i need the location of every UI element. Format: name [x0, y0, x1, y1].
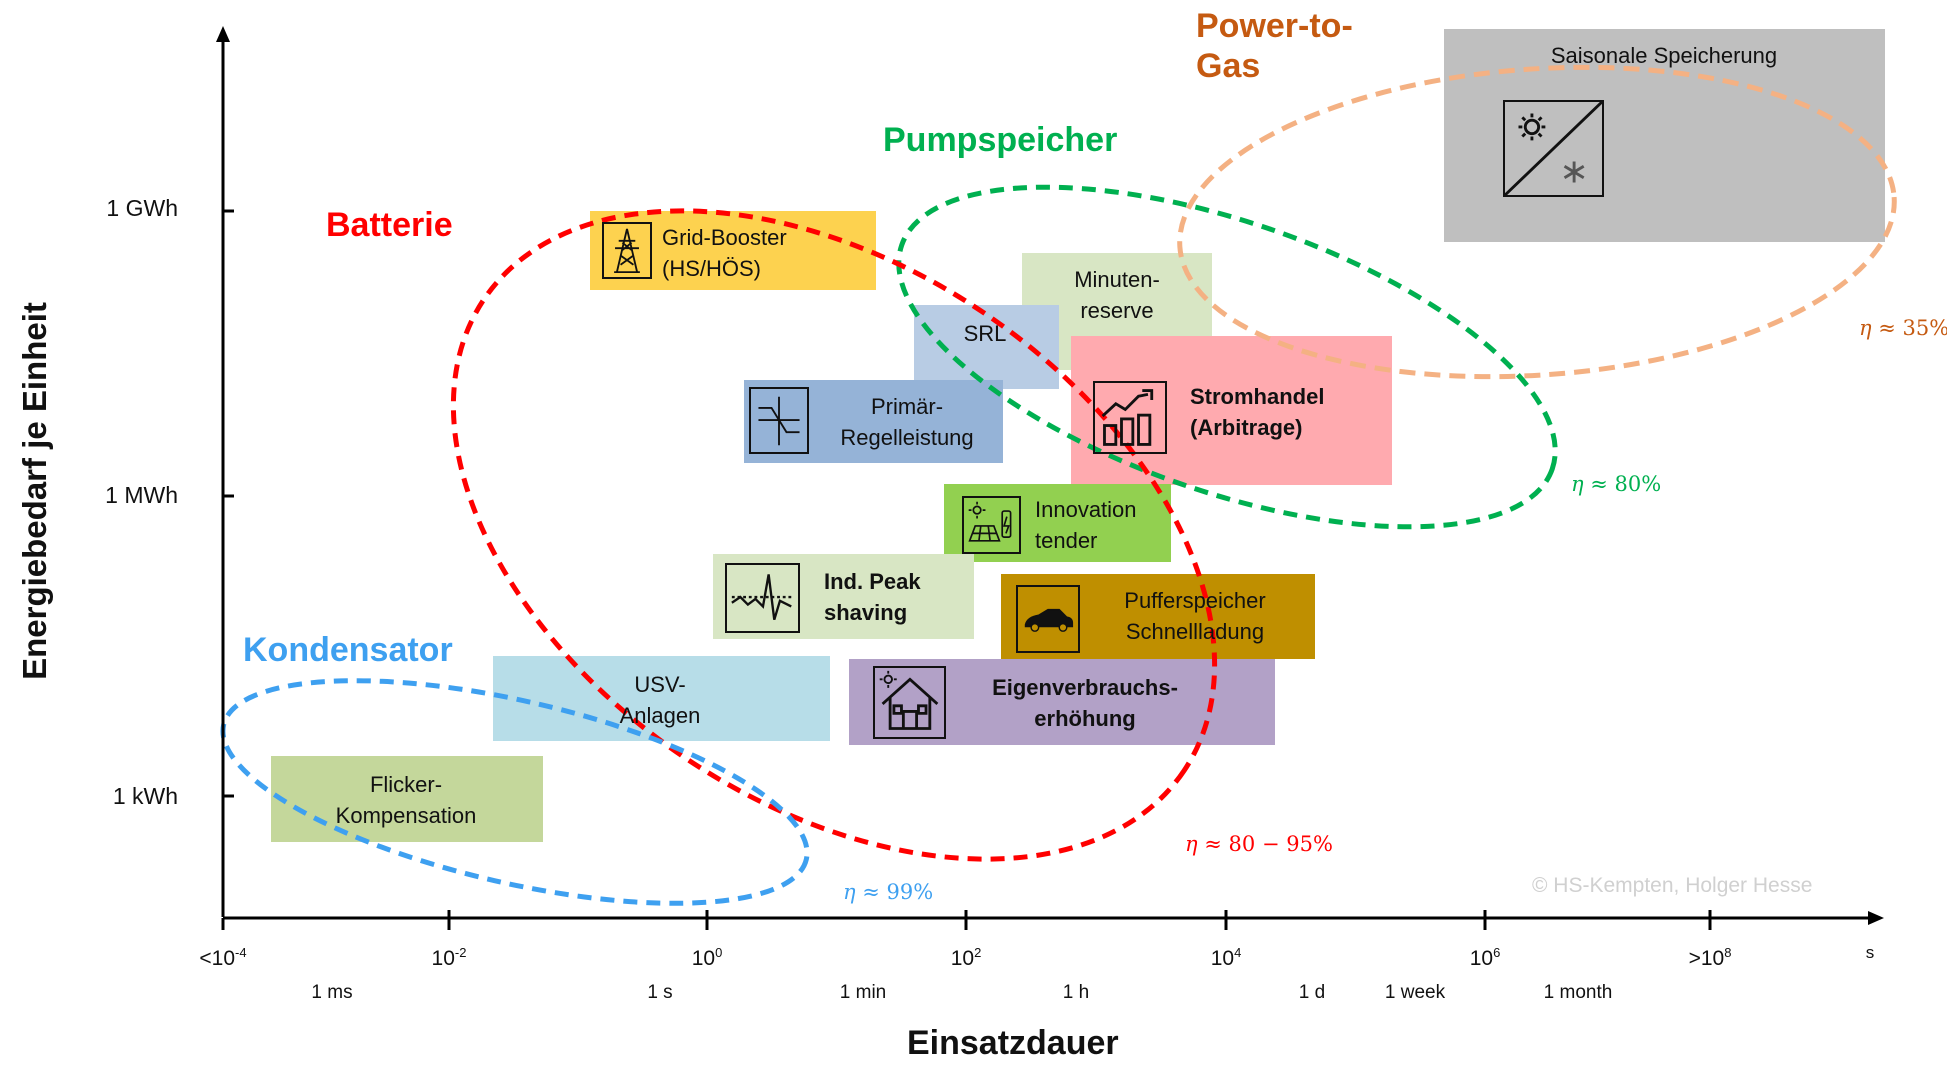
- x-axis-arrow: [1868, 911, 1884, 925]
- x-tick-label: 106: [1425, 945, 1545, 971]
- eta-symbol: η: [843, 880, 856, 904]
- tech-batterie: Batterie: [326, 206, 453, 244]
- duration-label: 1 h: [1062, 982, 1090, 1003]
- y-tick-label: 1 GWh: [106, 195, 178, 221]
- eta-power-to-gas: η ≈ 35%: [1859, 316, 1947, 340]
- eta-batterie: η ≈ 80 − 95%: [1185, 832, 1333, 856]
- y-axis-title: Energiebedarf je Einheit: [16, 302, 53, 680]
- duration-label: 1 ms: [311, 982, 353, 1003]
- x-tick-exp: 6: [1493, 945, 1501, 960]
- y-axis-arrow: [216, 26, 230, 42]
- eta-symbol: η: [1185, 832, 1198, 856]
- solar-battery-icon: [962, 496, 1021, 554]
- eta-value: ≈ 80%: [1590, 472, 1662, 496]
- pylon-icon: [602, 222, 652, 279]
- label-peak: Ind. Peak shaving: [824, 569, 921, 625]
- eta-symbol: η: [1571, 472, 1584, 496]
- chart-growth-icon: [1093, 381, 1167, 454]
- y-tick-label: 1 kWh: [112, 783, 178, 809]
- box-usv: [493, 656, 830, 741]
- x-tick-base: 10: [691, 947, 716, 970]
- duration-label: 1 week: [1384, 982, 1446, 1003]
- label-usv: USV- Anlagen: [619, 672, 701, 728]
- eta-value: ≈ 99%: [862, 880, 934, 904]
- label-innovation: Innovation tender: [1035, 497, 1137, 553]
- tech-power-to-gas: Power-to- Gas: [1196, 7, 1353, 85]
- eta-value: ≈ 35%: [1878, 316, 1947, 340]
- peak-icon: [725, 563, 800, 633]
- eta-kondensator: η ≈ 99%: [843, 880, 933, 904]
- x-unit: s: [1865, 943, 1875, 962]
- x-tick-label: <10-4: [163, 945, 283, 971]
- x-tick-base: 10: [1210, 947, 1235, 970]
- y-tick-label: 1 MWh: [105, 482, 178, 508]
- x-tick-base: >10: [1688, 947, 1725, 970]
- duration-label: 1 min: [839, 982, 887, 1003]
- x-tick-exp: 0: [715, 945, 723, 960]
- label-grid-booster: Grid-Booster (HS/HÖS): [662, 225, 787, 281]
- label-minutenreserve: Minuten- reserve: [1074, 267, 1160, 323]
- duration-label: 1 d: [1298, 982, 1326, 1003]
- x-tick-base: 10: [950, 947, 975, 970]
- x-tick-label: 100: [647, 945, 767, 971]
- x-tick-label: >108: [1650, 945, 1770, 971]
- car-icon: [1016, 585, 1080, 653]
- box-grid-booster: [590, 211, 876, 290]
- frequency-icon: [749, 387, 809, 454]
- copyright: © HS-Kempten, Holger Hesse: [1532, 874, 1813, 897]
- eta-pumpspeicher: η ≈ 80%: [1571, 472, 1661, 496]
- box-saisonal: [1444, 29, 1885, 242]
- x-tick-label: 104: [1166, 945, 1286, 971]
- house-icon: [873, 666, 946, 739]
- label-srl: SRL: [963, 321, 1007, 346]
- tech-kondensator: Kondensator: [243, 631, 453, 669]
- eta-value: ≈ 80 − 95%: [1204, 832, 1333, 856]
- label-flicker: Flicker- Kompensation: [335, 772, 477, 828]
- box-flicker: [271, 756, 543, 842]
- x-tick-label: 102: [906, 945, 1026, 971]
- label-stromhandel: Stromhandel (Arbitrage): [1190, 384, 1325, 440]
- x-tick-base: <10: [199, 947, 236, 970]
- duration-label: 1 s: [647, 982, 673, 1003]
- x-tick-base: 10: [431, 947, 455, 970]
- duration-label: 1 month: [1543, 982, 1613, 1003]
- label-primaer: Primär- Regelleistung: [840, 394, 974, 450]
- label-saisonal: Saisonale Speicherung: [1550, 43, 1778, 68]
- x-tick-exp: 8: [1724, 945, 1732, 960]
- box-primaer: [744, 380, 1003, 463]
- tech-pumpspeicher: Pumpspeicher: [883, 121, 1118, 159]
- x-tick-exp: -2: [454, 945, 467, 960]
- x-tick-exp: 2: [974, 945, 982, 960]
- ellipse-pumpspeicher: [896, 184, 1558, 530]
- label-eigen: Eigenverbrauchs- erhöhung: [992, 675, 1178, 731]
- x-tick-base: 10: [1469, 947, 1494, 970]
- ellipse-batterie: [450, 208, 1218, 862]
- season-icon: [1503, 100, 1604, 197]
- x-tick-exp: -4: [235, 945, 247, 960]
- eta-symbol: η: [1859, 316, 1872, 340]
- box-srl: [914, 305, 1059, 389]
- x-axis-title: Einsatzdauer: [907, 1024, 1119, 1062]
- x-tick-label: 10-2: [389, 945, 509, 971]
- ellipse-power-to-gas: [1177, 64, 1897, 380]
- x-tick-exp: 4: [1234, 945, 1242, 960]
- label-puffer: Pufferspeicher Schnellladung: [1124, 588, 1266, 644]
